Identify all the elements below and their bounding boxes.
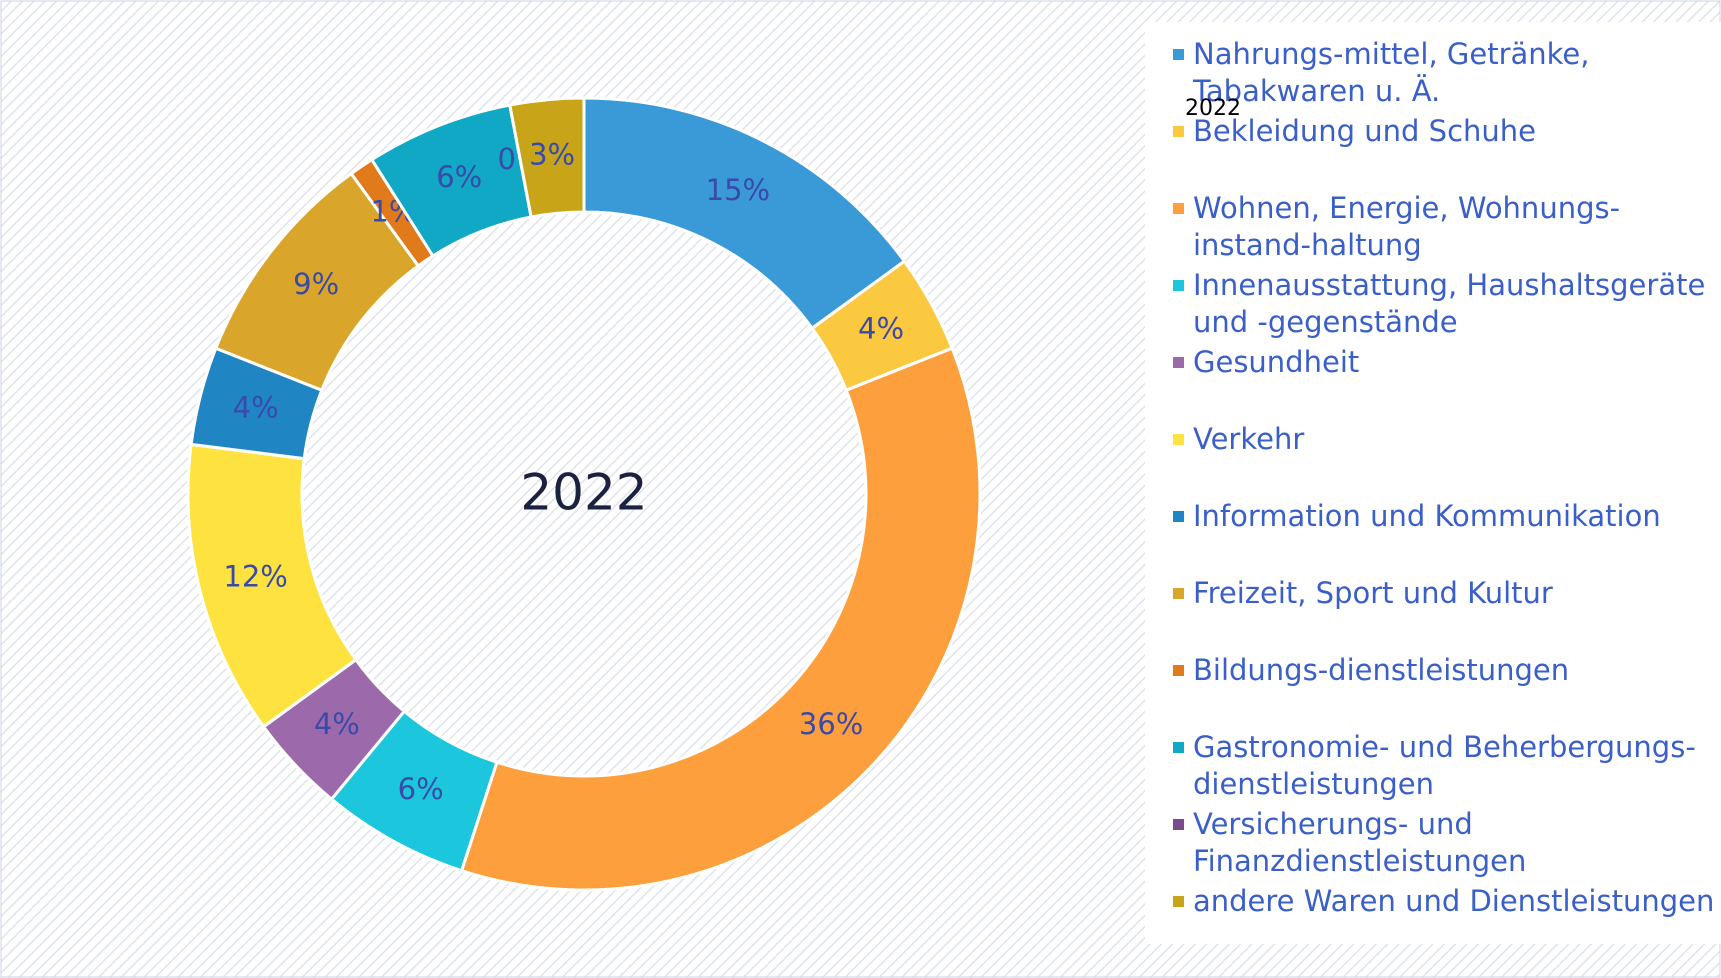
legend-swatch (1173, 203, 1184, 214)
legend-item: Nahrungs-mittel, Getränke, Tabakwaren u.… (1173, 36, 1721, 110)
legend-swatch (1173, 357, 1184, 368)
slice (508, 96, 586, 219)
legend-label: Wohnen, Energie, Wohnungs-instand-haltun… (1193, 191, 1621, 262)
legend-swatch (1173, 434, 1184, 445)
legend-item: Versicherungs- und Finanzdienstleistunge… (1173, 806, 1721, 880)
legend-label: Gastronomie- und Beherbergungs-dienstlei… (1193, 730, 1696, 801)
legend: Nahrungs-mittel, Getränke, Tabakwaren u.… (1145, 22, 1721, 944)
legend-swatch (1173, 742, 1184, 753)
legend-swatch (1173, 280, 1184, 291)
legend-item: Gesundheit (1173, 344, 1721, 381)
data-label: 4% (858, 312, 904, 346)
legend-item: Gastronomie- und Beherbergungs-dienstlei… (1173, 729, 1721, 803)
series-label: 2022 (1185, 96, 1241, 121)
legend-swatch (1173, 665, 1184, 676)
data-label: 12% (223, 559, 287, 593)
legend-item: Innenausstattung, Haushaltsgeräte und -g… (1173, 267, 1721, 341)
legend-item: andere Waren und Dienstleistungen (1173, 883, 1721, 920)
data-label: 6% (436, 160, 482, 194)
data-label: 6% (398, 772, 444, 806)
legend-swatch (1173, 126, 1184, 137)
legend-label: Information und Kommunikation (1193, 499, 1661, 533)
legend-item: Bekleidung und Schuhe (1173, 113, 1721, 150)
center-label: 2022 (520, 464, 647, 522)
legend-swatch (1173, 49, 1184, 60)
data-label: 15% (706, 173, 770, 207)
legend-swatch (1173, 511, 1184, 522)
legend-item: Bildungs-dienstleistungen (1173, 652, 1721, 689)
legend-item: Verkehr (1173, 421, 1721, 458)
legend-label: Innenausstattung, Haushaltsgeräte und -g… (1193, 268, 1706, 339)
legend-label: Gesundheit (1193, 345, 1360, 379)
legend-swatch (1173, 896, 1184, 907)
data-label: 9% (293, 267, 339, 301)
legend-swatch (1173, 819, 1184, 830)
legend-label: Freizeit, Sport und Kultur (1193, 576, 1553, 610)
legend-label: Bildungs-dienstleistungen (1193, 653, 1570, 687)
legend-item: Freizeit, Sport und Kultur (1173, 575, 1721, 612)
data-label: 3% (529, 138, 575, 172)
legend-label: Nahrungs-mittel, Getränke, Tabakwaren u.… (1193, 37, 1590, 108)
data-label: 4% (314, 707, 360, 741)
legend-item: Wohnen, Energie, Wohnungs-instand-haltun… (1173, 190, 1721, 264)
slice (459, 346, 982, 892)
legend-swatch (1173, 588, 1184, 599)
legend-item: Information und Kommunikation (1173, 498, 1721, 535)
data-label: 4% (233, 391, 279, 425)
data-label: 36% (799, 707, 863, 741)
legend-label: Verkehr (1193, 422, 1305, 456)
legend-label: Bekleidung und Schuhe (1193, 114, 1537, 148)
legend-label: andere Waren und Dienstleistungen (1193, 884, 1715, 918)
legend-label: Versicherungs- und Finanzdienstleistunge… (1193, 807, 1527, 878)
